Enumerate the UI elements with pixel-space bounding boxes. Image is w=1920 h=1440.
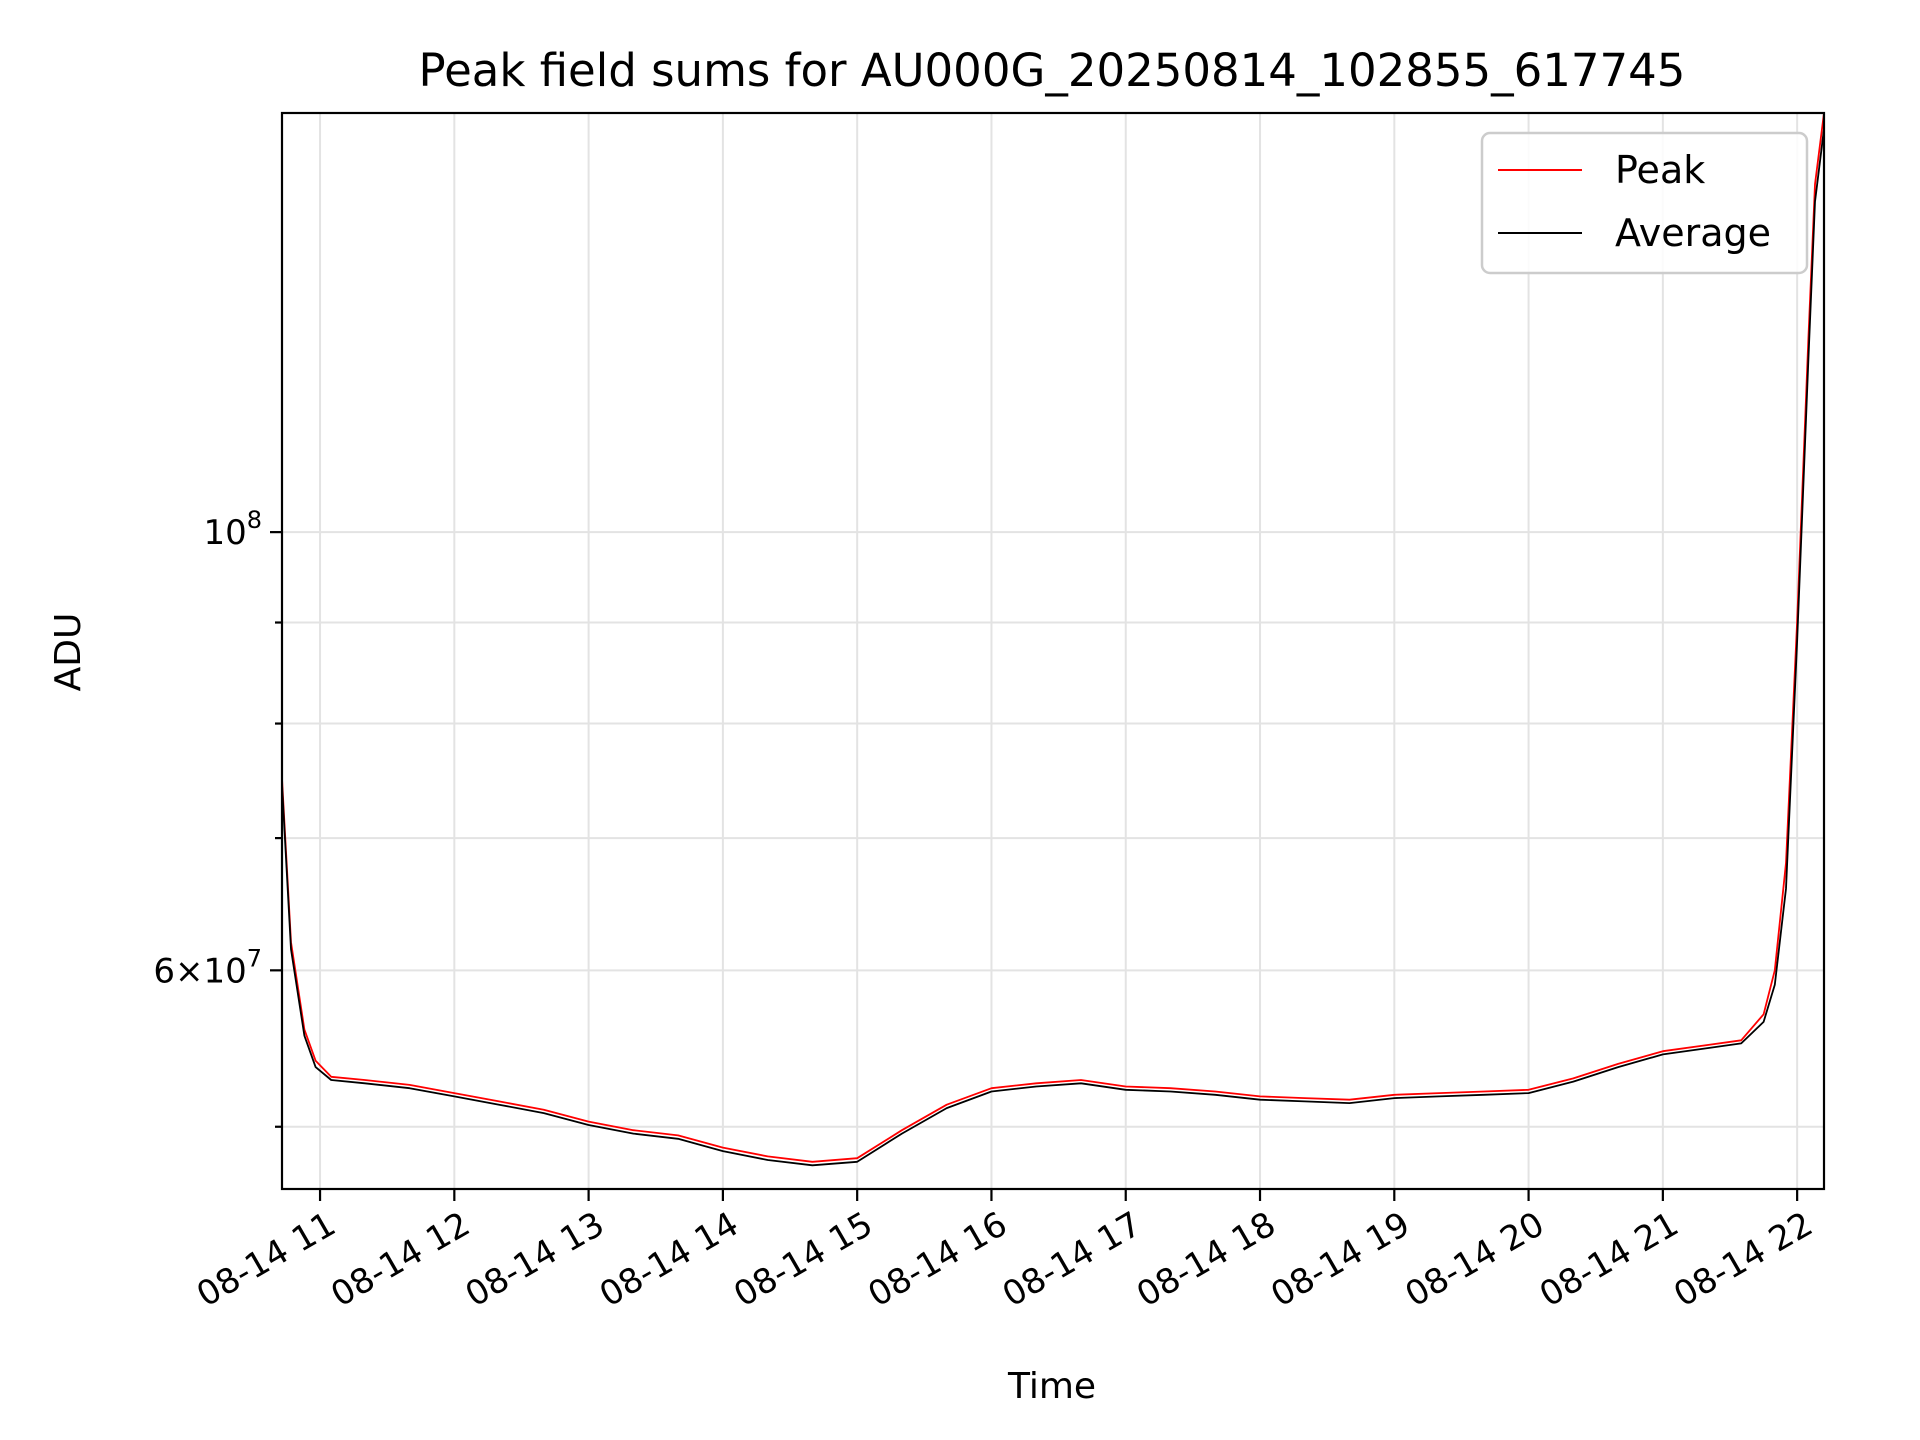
y-tick-base: 10 — [203, 513, 246, 553]
x-tick-label: 08-14 20 — [1399, 1204, 1551, 1315]
legend-average-label: Average — [1615, 211, 1771, 255]
x-tick-label: 08-14 15 — [727, 1204, 879, 1315]
y-tick-exponent: 7 — [247, 944, 262, 972]
x-tick-label: 08-14 14 — [593, 1204, 745, 1315]
y-tick-label: 108 — [203, 506, 262, 553]
x-tick-label: 08-14 21 — [1533, 1204, 1685, 1315]
chart-title: Peak field sums for AU000G_20250814_1028… — [419, 44, 1686, 97]
x-tick-label: 08-14 17 — [996, 1204, 1148, 1315]
legend-peak-label: Peak — [1615, 148, 1705, 192]
x-tick-label: 08-14 13 — [459, 1204, 611, 1315]
x-tick-label: 08-14 11 — [190, 1204, 342, 1315]
legend-box — [1480, 131, 1809, 275]
y-tick-mantissa: 6× — [153, 951, 203, 991]
series-lines — [281, 112, 1825, 1167]
plot-frame — [280, 111, 1826, 1191]
x-tick-label: 08-14 22 — [1667, 1204, 1819, 1315]
average-series-line — [281, 128, 1825, 1167]
grid-lines — [282, 113, 1824, 1189]
x-axis-label: Time — [1007, 1366, 1096, 1407]
peak-series-line — [281, 112, 1825, 1163]
y-axis-label: ADU — [48, 613, 89, 692]
x-tick-label: 08-14 16 — [862, 1204, 1014, 1315]
x-tick-label: 08-14 18 — [1130, 1204, 1282, 1315]
x-tick-label: 08-14 12 — [324, 1204, 476, 1315]
y-tick-base: 10 — [203, 951, 246, 991]
y-tick-label: 6×107 — [153, 944, 262, 991]
x-tick-label: 08-14 19 — [1264, 1204, 1416, 1315]
y-tick-exponent: 8 — [247, 506, 262, 534]
legend: Peak Average — [1480, 131, 1809, 275]
